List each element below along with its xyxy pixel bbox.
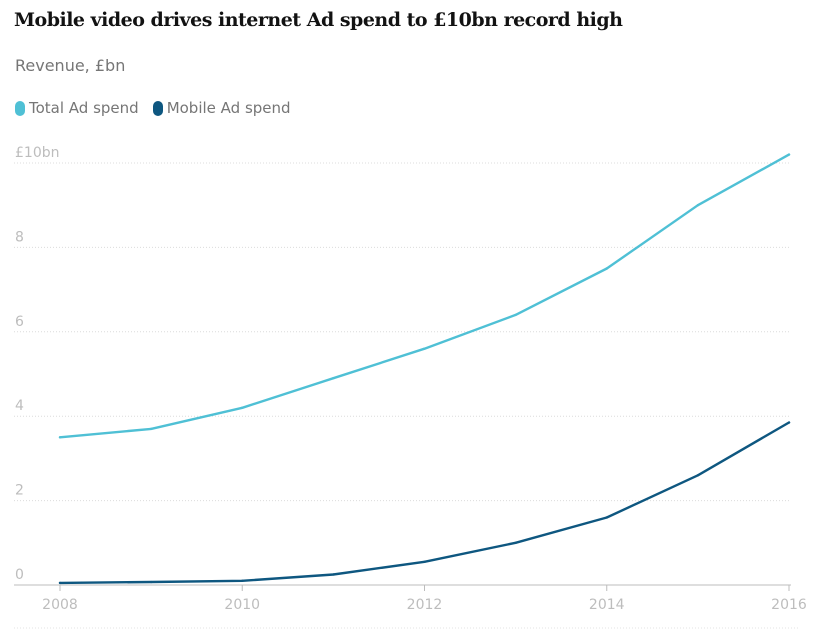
- y-tick-label: 2: [15, 483, 24, 499]
- x-tick-label: 2016: [771, 597, 807, 613]
- chart-legend: Total Ad spend Mobile Ad spend: [15, 99, 305, 117]
- data-point: [149, 427, 153, 431]
- legend-item-total: Total Ad spend: [15, 99, 139, 117]
- data-point: [149, 580, 153, 584]
- data-point: [332, 573, 335, 576]
- legend-label-mobile: Mobile Ad spend: [166, 99, 291, 117]
- data-point: [332, 377, 335, 380]
- y-tick-label: £10bn: [15, 145, 59, 161]
- x-tick-label: 2012: [407, 597, 443, 613]
- series-line-mobile: [58, 421, 791, 585]
- x-tick-label: 2014: [589, 597, 625, 613]
- data-point: [58, 581, 62, 585]
- data-point: [241, 406, 244, 409]
- data-point: [696, 204, 700, 207]
- data-point: [605, 516, 608, 519]
- legend-label-total: Total Ad spend: [29, 99, 139, 117]
- x-tick-label: 2008: [42, 597, 78, 613]
- y-tick-label: 0: [15, 567, 24, 583]
- y-tick-label: 4: [15, 398, 24, 414]
- legend-swatch-total: [15, 100, 25, 116]
- data-point: [423, 347, 426, 350]
- data-point: [696, 474, 700, 477]
- data-point: [423, 560, 426, 563]
- data-point: [514, 541, 517, 544]
- data-point: [241, 579, 244, 582]
- data-point: [787, 421, 791, 424]
- x-tick-label: 2010: [224, 597, 260, 613]
- legend-swatch-mobile: [152, 100, 163, 116]
- y-tick-label: 6: [15, 314, 24, 330]
- data-point: [787, 153, 791, 156]
- chart-title: Mobile video drives internet Ad spend to…: [14, 9, 623, 31]
- legend-item-mobile: Mobile Ad spend: [152, 99, 291, 117]
- chart-subtitle: Revenue, £bn: [15, 56, 126, 75]
- data-point: [58, 436, 62, 439]
- series-line-total: [58, 153, 791, 439]
- data-point: [605, 267, 608, 270]
- y-tick-label: 8: [15, 229, 24, 245]
- data-point: [514, 313, 517, 317]
